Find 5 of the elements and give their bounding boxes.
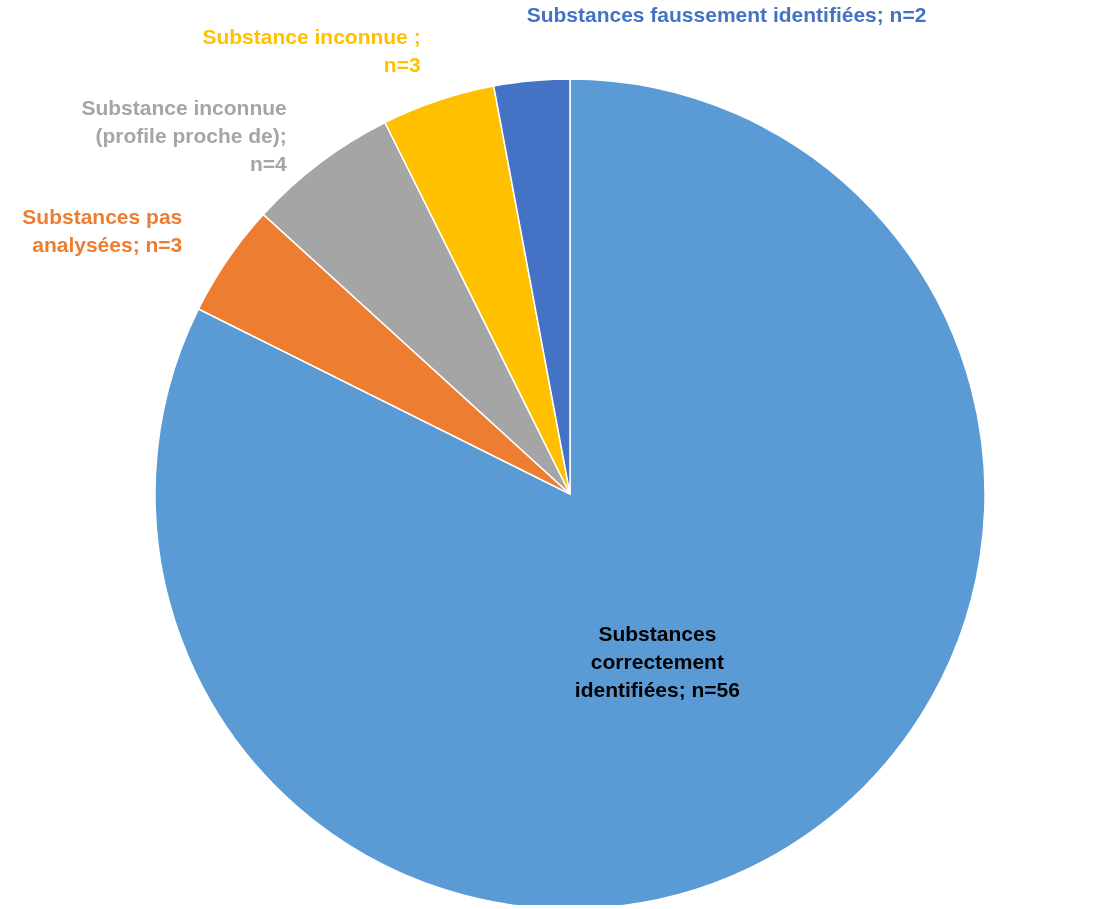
slice-label: Substances faussement identifiées; n=2 [526, 3, 927, 26]
slice-label: Substances correctement identifiées; n=56 [574, 622, 740, 702]
slice-label: Substances pas analysées; n=3 [22, 205, 183, 257]
slice-label: Substance inconnue ; n=3 [202, 25, 421, 77]
slice-label: Substance inconnue (profile proche de); n=4 [81, 95, 288, 175]
